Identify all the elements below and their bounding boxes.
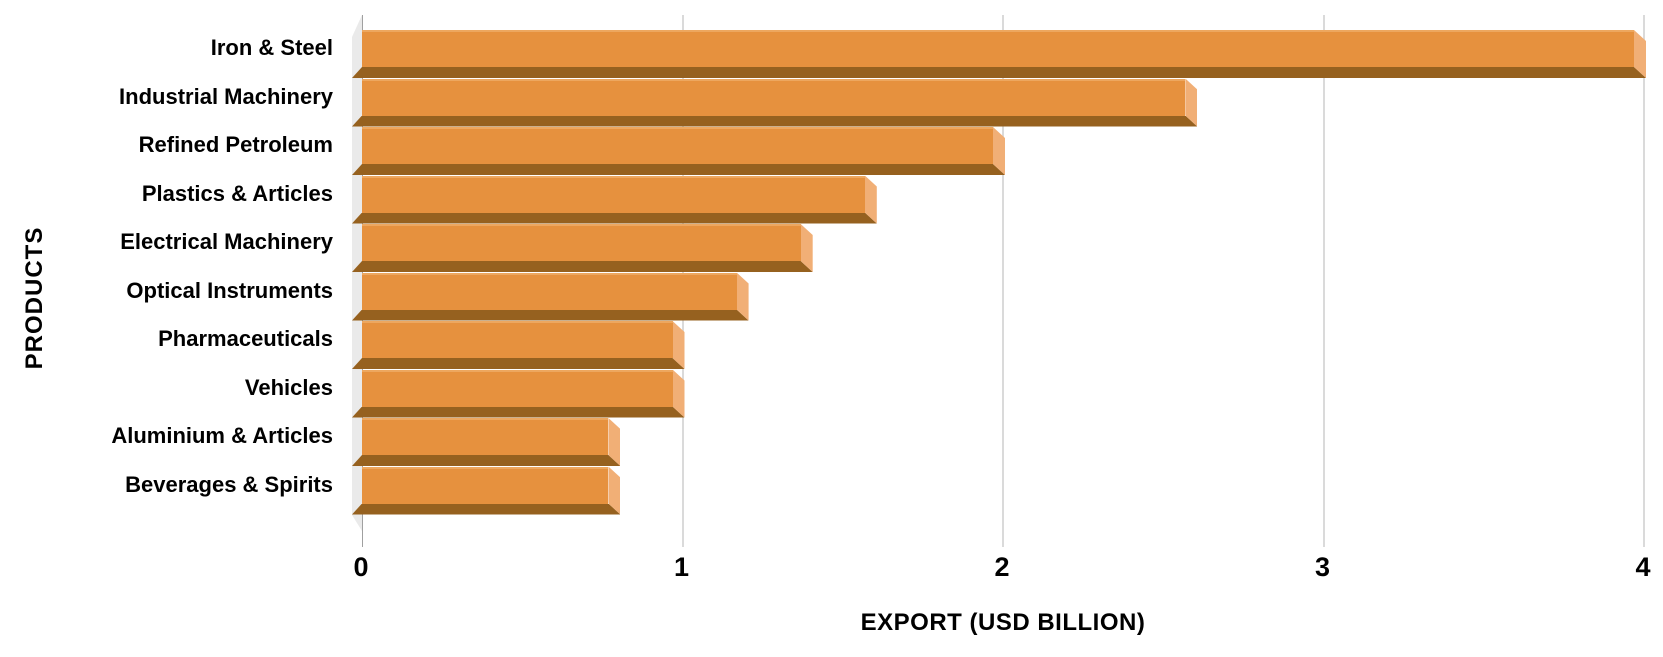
bar-cap (1634, 30, 1646, 78)
bar-face (362, 127, 993, 164)
category-label: Plastics & Articles (141, 180, 333, 206)
bar-cap (608, 466, 621, 515)
bar (352, 30, 1646, 78)
bar-face (362, 175, 865, 213)
bar-bevel (352, 407, 685, 418)
category-label: Industrial Machinery (119, 83, 333, 109)
bar (352, 321, 685, 369)
bar (352, 127, 1005, 175)
bar-bevel (352, 310, 749, 321)
category-label: Electrical Machinery (120, 229, 333, 254)
bar-cap (736, 272, 749, 321)
bar-face (362, 272, 737, 310)
bar-cap (672, 321, 685, 369)
bar-bevel (352, 455, 620, 466)
bar-bevel (352, 67, 1646, 78)
category-label: Refined Petroleum (138, 132, 333, 157)
x-tick-label: 3 (1314, 552, 1331, 582)
bar-bevel (352, 504, 620, 515)
bar-face (362, 78, 1186, 116)
bar-face (362, 466, 609, 504)
bar-cap (608, 418, 621, 466)
bar (352, 418, 621, 466)
bar-bevel (352, 116, 1197, 127)
bar-cap (1185, 78, 1198, 127)
bar-face (362, 369, 673, 407)
bar-bevel (352, 213, 877, 224)
x-tick-label: 0 (353, 552, 369, 582)
category-label: Aluminium & Articles (111, 423, 333, 448)
bar (352, 369, 685, 418)
bar (352, 272, 749, 321)
category-label: Optical Instruments (126, 277, 333, 303)
x-tick-label: 4 (1635, 552, 1651, 582)
bar-bevel (352, 261, 813, 272)
bar-face (362, 224, 801, 261)
category-label: Pharmaceuticals (158, 326, 333, 351)
x-tick-label: 1 (673, 552, 690, 582)
bar-bevel (352, 164, 1005, 175)
bar-face (362, 418, 609, 455)
axis-wall (352, 15, 362, 531)
bar-cap (800, 224, 813, 272)
bar (352, 466, 621, 515)
gridline (1322, 15, 1325, 547)
gridline (1643, 15, 1645, 547)
bar-cap (672, 369, 685, 418)
bar-face (362, 30, 1634, 67)
bar-face (362, 321, 673, 358)
category-label: Iron & Steel (210, 35, 333, 60)
bar (352, 175, 877, 224)
gridline (1002, 15, 1004, 547)
bar-bevel (352, 358, 685, 369)
bar-cap (864, 175, 877, 224)
bar (352, 78, 1198, 127)
bar (352, 224, 813, 272)
bar-cap (993, 127, 1005, 175)
category-label: Vehicles (244, 374, 333, 400)
category-label: Beverages & Spirits (125, 471, 333, 497)
x-axis-title: EXPORT (USD BILLION) (860, 609, 1146, 636)
x-tick-label: 2 (994, 552, 1010, 582)
